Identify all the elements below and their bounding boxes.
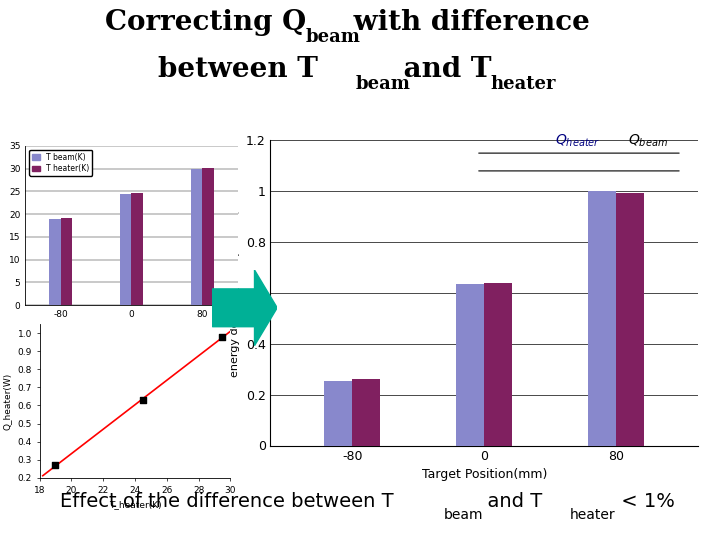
Text: < 1%: < 1% xyxy=(615,492,675,511)
Point xyxy=(50,461,61,470)
Bar xyxy=(191,168,202,305)
Polygon shape xyxy=(212,270,277,346)
Text: Correcting Q: Correcting Q xyxy=(105,9,306,36)
Text: beam: beam xyxy=(444,508,484,522)
Legend: T beam(K), T heater(K): T beam(K), T heater(K) xyxy=(29,150,92,176)
Text: $Q_{beam}$: $Q_{beam}$ xyxy=(628,133,667,149)
Text: Effect of the difference between T: Effect of the difference between T xyxy=(60,492,394,511)
Text: between T: between T xyxy=(158,56,318,83)
Point xyxy=(217,332,228,341)
Text: beam: beam xyxy=(356,75,411,93)
Text: heater: heater xyxy=(570,508,616,522)
Text: beam: beam xyxy=(306,28,361,45)
Y-axis label: energy deposit(J/10¹¹ protons): energy deposit(J/10¹¹ protons) xyxy=(230,209,240,377)
Bar xyxy=(588,191,616,446)
X-axis label: Target Position(mm): Target Position(mm) xyxy=(86,325,176,334)
Text: and T: and T xyxy=(394,56,492,83)
Bar xyxy=(202,168,214,305)
Bar xyxy=(120,194,131,305)
Bar xyxy=(456,284,484,446)
X-axis label: T_heater(K): T_heater(K) xyxy=(109,500,161,509)
Bar xyxy=(60,218,72,305)
X-axis label: Target Position(mm): Target Position(mm) xyxy=(421,468,547,481)
Bar xyxy=(616,193,644,446)
Text: and T: and T xyxy=(475,492,542,511)
Point xyxy=(138,396,149,404)
Text: $Q_{heater}$: $Q_{heater}$ xyxy=(555,133,600,149)
Bar xyxy=(131,193,143,305)
Bar xyxy=(352,380,380,446)
Bar xyxy=(484,283,512,446)
Y-axis label: Q_heater(W): Q_heater(W) xyxy=(3,372,12,430)
Text: heater: heater xyxy=(490,75,556,93)
Bar xyxy=(325,381,352,446)
Bar xyxy=(49,219,60,305)
Text: with difference: with difference xyxy=(344,9,590,36)
